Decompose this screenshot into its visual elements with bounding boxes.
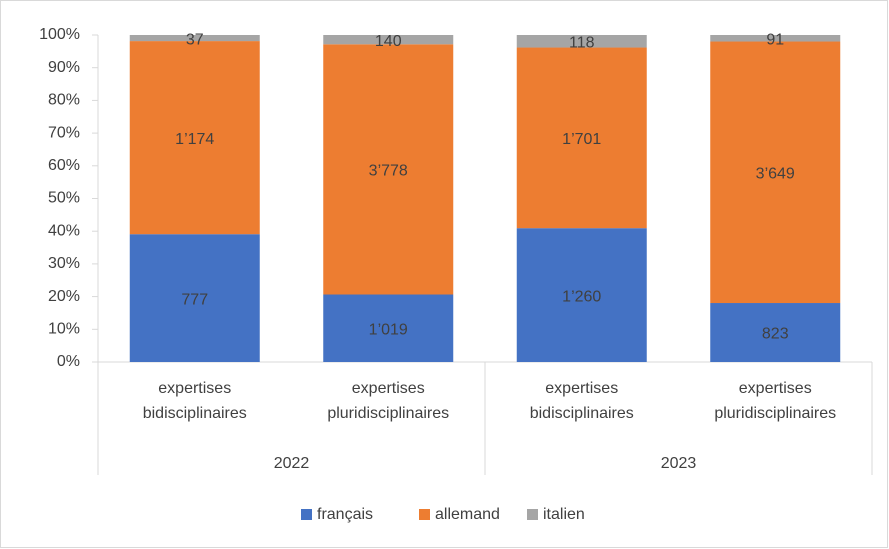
x-tick-label: expertises bidisciplinaires — [529, 380, 634, 422]
bar-segment — [516, 35, 647, 48]
legend-label: français — [317, 506, 373, 523]
legend-swatch — [527, 509, 538, 520]
y-tick-label: 20% — [48, 288, 80, 305]
bar-segment — [710, 41, 841, 304]
bar-segment — [323, 294, 454, 362]
legend-label: italien — [543, 506, 585, 523]
data-label: 3’649 — [756, 165, 795, 182]
data-label: 140 — [375, 33, 402, 50]
x-tick-label: expertises pluridisciplinaires — [714, 380, 837, 422]
y-tick-label: 50% — [48, 190, 80, 207]
data-label: 1’019 — [369, 321, 408, 338]
bar-segment — [129, 41, 260, 235]
bar-segment — [323, 44, 454, 295]
y-tick-label: 10% — [48, 321, 80, 338]
data-label: 1’260 — [562, 288, 601, 305]
data-label: 1’174 — [175, 131, 214, 148]
bar-segment — [710, 35, 841, 42]
bar-segment — [323, 35, 454, 45]
legend-swatch — [419, 509, 430, 520]
legend-swatch — [301, 509, 312, 520]
data-label: 3’778 — [369, 163, 408, 180]
y-tick-label: 90% — [48, 59, 80, 76]
y-tick-label: 40% — [48, 222, 80, 239]
bar-segment — [516, 228, 647, 362]
y-tick-label: 80% — [48, 92, 80, 109]
data-label: 823 — [762, 326, 789, 343]
bar-segment — [129, 234, 260, 362]
legend-label: allemand — [435, 506, 500, 523]
x-tick-label: expertises pluridisciplinaires — [327, 380, 450, 422]
bar-segment — [516, 47, 647, 229]
data-label: 777 — [181, 291, 208, 308]
data-label: 37 — [186, 31, 204, 48]
group-label: 2023 — [661, 455, 697, 472]
y-tick-label: 0% — [57, 353, 80, 370]
y-tick-label: 60% — [48, 157, 80, 174]
x-tick-label: expertises bidisciplinaires — [142, 380, 247, 422]
bar-segment — [129, 35, 260, 42]
data-label: 118 — [569, 34, 595, 51]
y-tick-label: 30% — [48, 255, 80, 272]
group-label: 2022 — [274, 455, 310, 472]
data-label: 91 — [766, 31, 784, 48]
bar-segment — [710, 303, 841, 362]
data-label: 1’701 — [562, 131, 601, 148]
y-tick-label: 100% — [39, 26, 80, 43]
y-tick-label: 70% — [48, 124, 80, 141]
